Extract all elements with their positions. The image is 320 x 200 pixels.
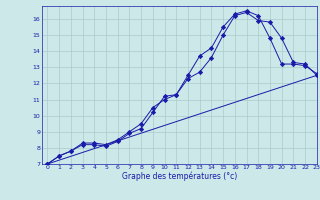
X-axis label: Graphe des températures (°c): Graphe des températures (°c)	[122, 172, 237, 181]
